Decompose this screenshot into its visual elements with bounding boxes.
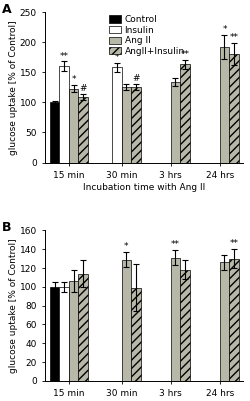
Text: B: B <box>2 221 11 234</box>
Bar <box>170 258 179 381</box>
Bar <box>228 259 238 381</box>
Text: *: * <box>71 75 76 84</box>
Bar <box>121 87 130 163</box>
Bar <box>130 87 140 163</box>
Text: *: * <box>221 25 226 34</box>
Text: **: ** <box>170 240 179 249</box>
Bar <box>59 287 69 381</box>
Bar <box>78 273 88 381</box>
Text: **: ** <box>180 50 189 59</box>
Y-axis label: glucose uptake [% of Control]: glucose uptake [% of Control] <box>9 238 18 373</box>
Y-axis label: glucose uptake [% of Control]: glucose uptake [% of Control] <box>9 20 18 155</box>
Bar <box>219 47 228 163</box>
Bar <box>228 54 238 163</box>
Bar <box>219 262 228 381</box>
Bar <box>69 281 78 381</box>
X-axis label: Incubation time with Ang II: Incubation time with Ang II <box>83 183 205 192</box>
Bar <box>50 102 59 163</box>
Text: *: * <box>124 242 128 251</box>
Bar <box>78 97 88 163</box>
Bar <box>69 89 78 163</box>
Text: *: * <box>114 53 119 62</box>
Bar <box>121 259 130 381</box>
Bar <box>170 82 179 163</box>
Text: **: ** <box>228 239 237 248</box>
Legend: Control, Insulin, Ang II, AngII+Insulin: Control, Insulin, Ang II, AngII+Insulin <box>109 15 184 56</box>
Text: #: # <box>132 74 139 83</box>
Text: **: ** <box>60 51 68 61</box>
Bar <box>50 287 59 381</box>
Bar <box>180 270 189 381</box>
Bar <box>59 66 69 163</box>
Bar <box>130 288 140 381</box>
Bar <box>112 67 121 163</box>
Text: A: A <box>2 3 11 16</box>
Bar <box>180 65 189 163</box>
Text: #: # <box>79 84 86 93</box>
Text: **: ** <box>228 33 237 43</box>
